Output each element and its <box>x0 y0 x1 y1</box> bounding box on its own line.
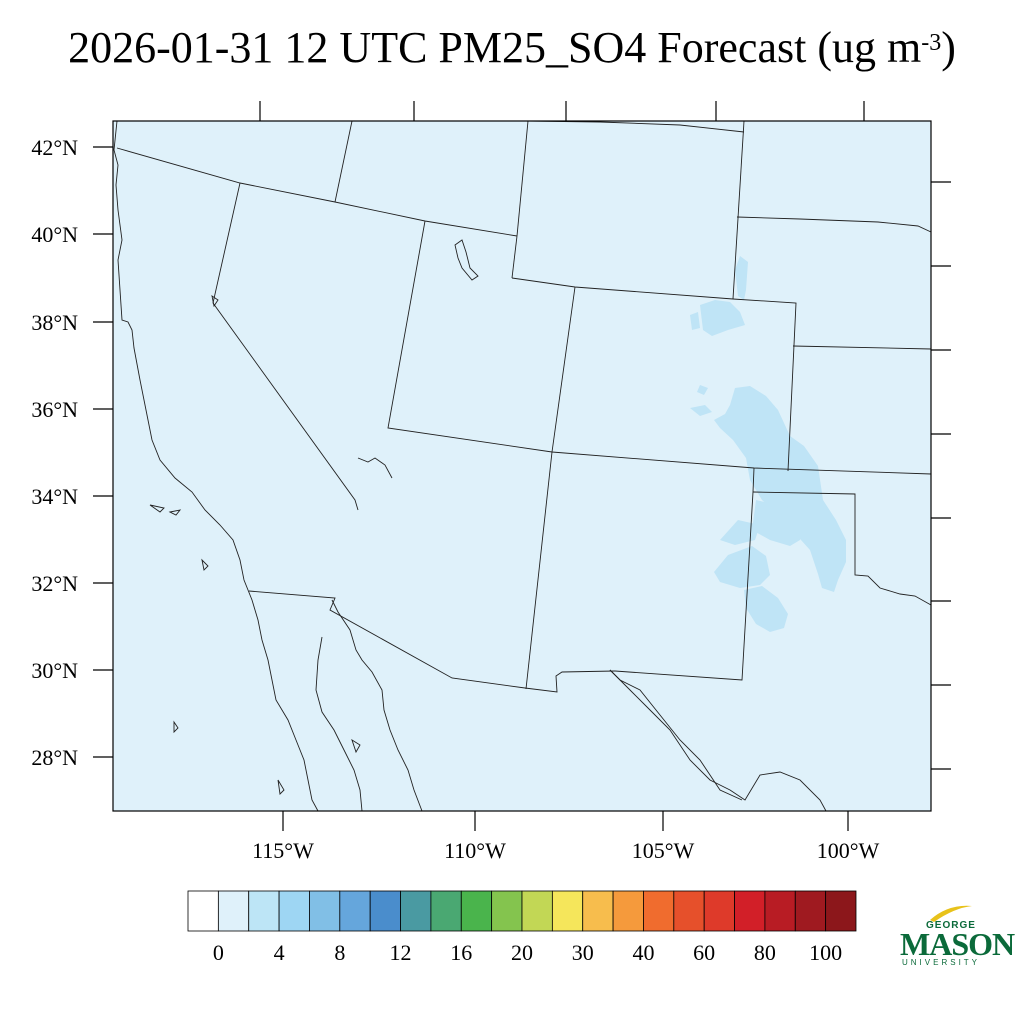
colorbar-label: 8 <box>334 940 345 965</box>
left-ticks <box>93 146 113 758</box>
colorbar-swatch <box>825 890 857 932</box>
colorbar-swatch <box>764 890 796 932</box>
map-title: 2026-01-31 12 UTC PM25_SO4 Forecast (ug … <box>0 22 1024 73</box>
colorbar-label: 16 <box>450 940 472 965</box>
colorbar-swatch <box>491 890 523 932</box>
lat-label: 34°N <box>31 484 78 509</box>
colorbar-swatch <box>643 890 675 932</box>
colorbar-swatch <box>734 890 766 932</box>
colorbar-swatch <box>278 890 310 932</box>
colorbar-swatch <box>369 890 401 932</box>
lat-label: 28°N <box>31 745 78 770</box>
colorbar-swatch <box>673 890 705 932</box>
colorbar-swatch <box>309 890 341 932</box>
lat-label: 30°N <box>31 658 78 683</box>
gmu-logo: GEORGE MASON UNIVERSITY <box>898 902 1015 972</box>
lat-label: 38°N <box>31 310 78 335</box>
colorbar-swatch <box>460 890 493 932</box>
logo-line2: MASON <box>900 926 1015 962</box>
concentration-patches <box>690 256 846 632</box>
bottom-ticks <box>282 811 849 831</box>
right-ticks <box>931 181 951 770</box>
colorbar-label: 100 <box>809 940 842 965</box>
colorbar-swatch <box>400 890 432 932</box>
title-text: 2026-01-31 12 UTC PM25_SO4 Forecast (ug … <box>68 23 922 72</box>
colorbar-swatch <box>339 890 371 932</box>
top-ticks <box>259 101 865 121</box>
colorbar-label: 0 <box>213 940 224 965</box>
colorbar-swatch <box>703 890 735 932</box>
colorbar-label: 20 <box>511 940 533 965</box>
colorbar-swatch <box>248 890 280 932</box>
colorbar-label: 4 <box>274 940 285 965</box>
title-close: ) <box>941 23 956 72</box>
logo-line3: UNIVERSITY <box>902 958 981 967</box>
map-panel <box>112 120 932 812</box>
colorbar <box>187 890 857 932</box>
boundaries <box>113 120 932 812</box>
logo-swoosh-icon <box>930 905 972 922</box>
colorbar-swatch <box>430 890 462 932</box>
lon-label: 115°W <box>252 838 314 863</box>
map-frame <box>112 120 932 812</box>
title-unit-exponent: -3 <box>921 30 942 56</box>
colorbar-label: 40 <box>632 940 654 965</box>
colorbar-swatch <box>794 890 827 932</box>
colorbar-swatch <box>217 890 250 932</box>
colorbar-swatch <box>612 890 644 932</box>
colorbar-label: 60 <box>693 940 715 965</box>
lat-label: 32°N <box>31 571 78 596</box>
lat-label: 42°N <box>31 135 78 160</box>
colorbar-labels: 0 4 8 12 16 20 30 40 60 80 100 <box>213 940 842 965</box>
lat-label: 36°N <box>31 397 78 422</box>
colorbar-label: 30 <box>572 940 594 965</box>
colorbar-swatch <box>582 890 614 932</box>
colorbar-swatch <box>551 890 584 932</box>
logo-line1: GEORGE <box>926 920 976 931</box>
lat-labels: 42°N 40°N 38°N 36°N 34°N 32°N 30°N 28°N <box>31 135 78 770</box>
lon-label: 105°W <box>632 838 695 863</box>
colorbar-swatch <box>187 890 219 932</box>
colorbar-label: 80 <box>754 940 776 965</box>
colorbar-swatch <box>521 890 553 932</box>
lon-label: 100°W <box>817 838 880 863</box>
colorbar-label: 12 <box>390 940 412 965</box>
lon-labels: 115°W 110°W 105°W 100°W <box>252 838 879 863</box>
lon-label: 110°W <box>444 838 506 863</box>
lat-label: 40°N <box>31 222 78 247</box>
